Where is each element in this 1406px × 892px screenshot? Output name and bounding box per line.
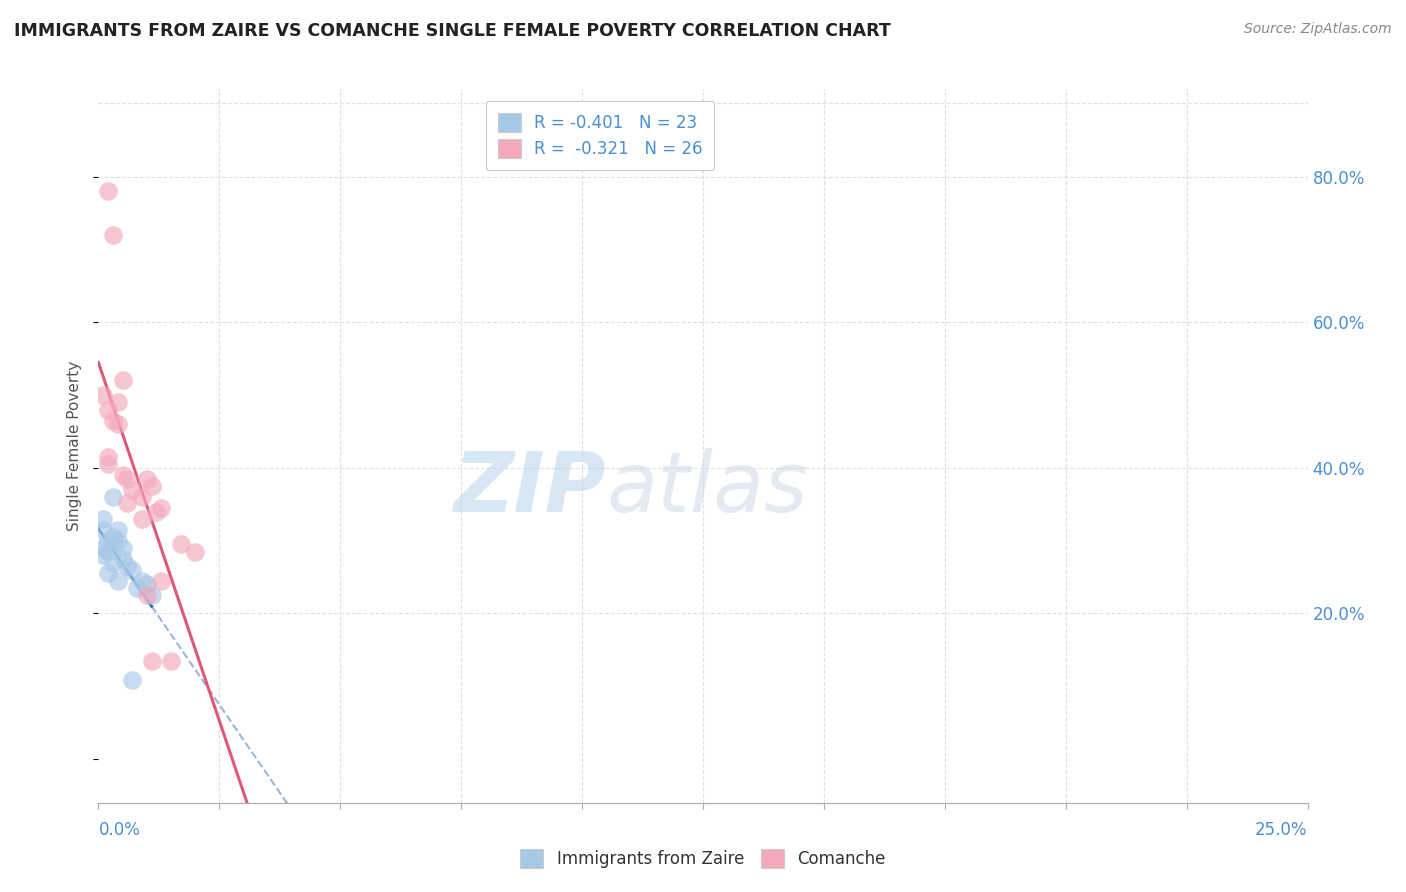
Point <box>97 566 120 581</box>
Point <box>111 374 134 388</box>
Point <box>101 490 124 504</box>
Point <box>107 417 129 432</box>
Text: IMMIGRANTS FROM ZAIRE VS COMANCHE SINGLE FEMALE POVERTY CORRELATION CHART: IMMIGRANTS FROM ZAIRE VS COMANCHE SINGLE… <box>14 22 891 40</box>
Text: 0.0%: 0.0% <box>98 821 141 839</box>
Text: Source: ZipAtlas.com: Source: ZipAtlas.com <box>1244 22 1392 37</box>
Point <box>169 537 191 551</box>
Point <box>101 530 124 544</box>
Point <box>150 500 173 515</box>
Legend: Immigrants from Zaire, Comanche: Immigrants from Zaire, Comanche <box>513 842 893 875</box>
Point <box>91 548 114 562</box>
Point <box>135 472 157 486</box>
Point <box>111 468 134 483</box>
Point <box>141 588 163 602</box>
Point <box>135 577 157 591</box>
Point <box>131 512 153 526</box>
Point <box>141 479 163 493</box>
Legend: R = -0.401   N = 23, R =  -0.321   N = 26: R = -0.401 N = 23, R = -0.321 N = 26 <box>486 101 714 169</box>
Y-axis label: Single Female Poverty: Single Female Poverty <box>67 361 83 531</box>
Point <box>160 654 183 668</box>
Point <box>97 457 120 471</box>
Point <box>91 512 114 526</box>
Point <box>117 559 139 574</box>
Point <box>97 450 120 464</box>
Point <box>101 556 124 570</box>
Point <box>91 523 114 537</box>
Point <box>150 574 173 588</box>
Point <box>107 574 129 588</box>
Text: atlas: atlas <box>606 449 808 529</box>
Point <box>107 533 129 548</box>
Point <box>97 533 120 548</box>
Point <box>101 413 124 427</box>
Point <box>121 483 143 497</box>
Point <box>117 472 139 486</box>
Point <box>97 184 120 198</box>
Point <box>97 402 120 417</box>
Point <box>135 588 157 602</box>
Point <box>131 490 153 504</box>
Text: 25.0%: 25.0% <box>1256 821 1308 839</box>
Point <box>101 537 124 551</box>
Point <box>91 541 114 555</box>
Point <box>111 541 134 555</box>
Point <box>101 227 124 242</box>
Point <box>111 552 134 566</box>
Point <box>107 523 129 537</box>
Point <box>127 581 149 595</box>
Text: ZIP: ZIP <box>454 449 606 529</box>
Point <box>121 673 143 688</box>
Point <box>131 574 153 588</box>
Point <box>145 504 167 518</box>
Point <box>107 395 129 409</box>
Point <box>141 654 163 668</box>
Point <box>184 544 207 558</box>
Point <box>91 388 114 402</box>
Point <box>121 563 143 577</box>
Point <box>117 496 139 510</box>
Point <box>97 544 120 558</box>
